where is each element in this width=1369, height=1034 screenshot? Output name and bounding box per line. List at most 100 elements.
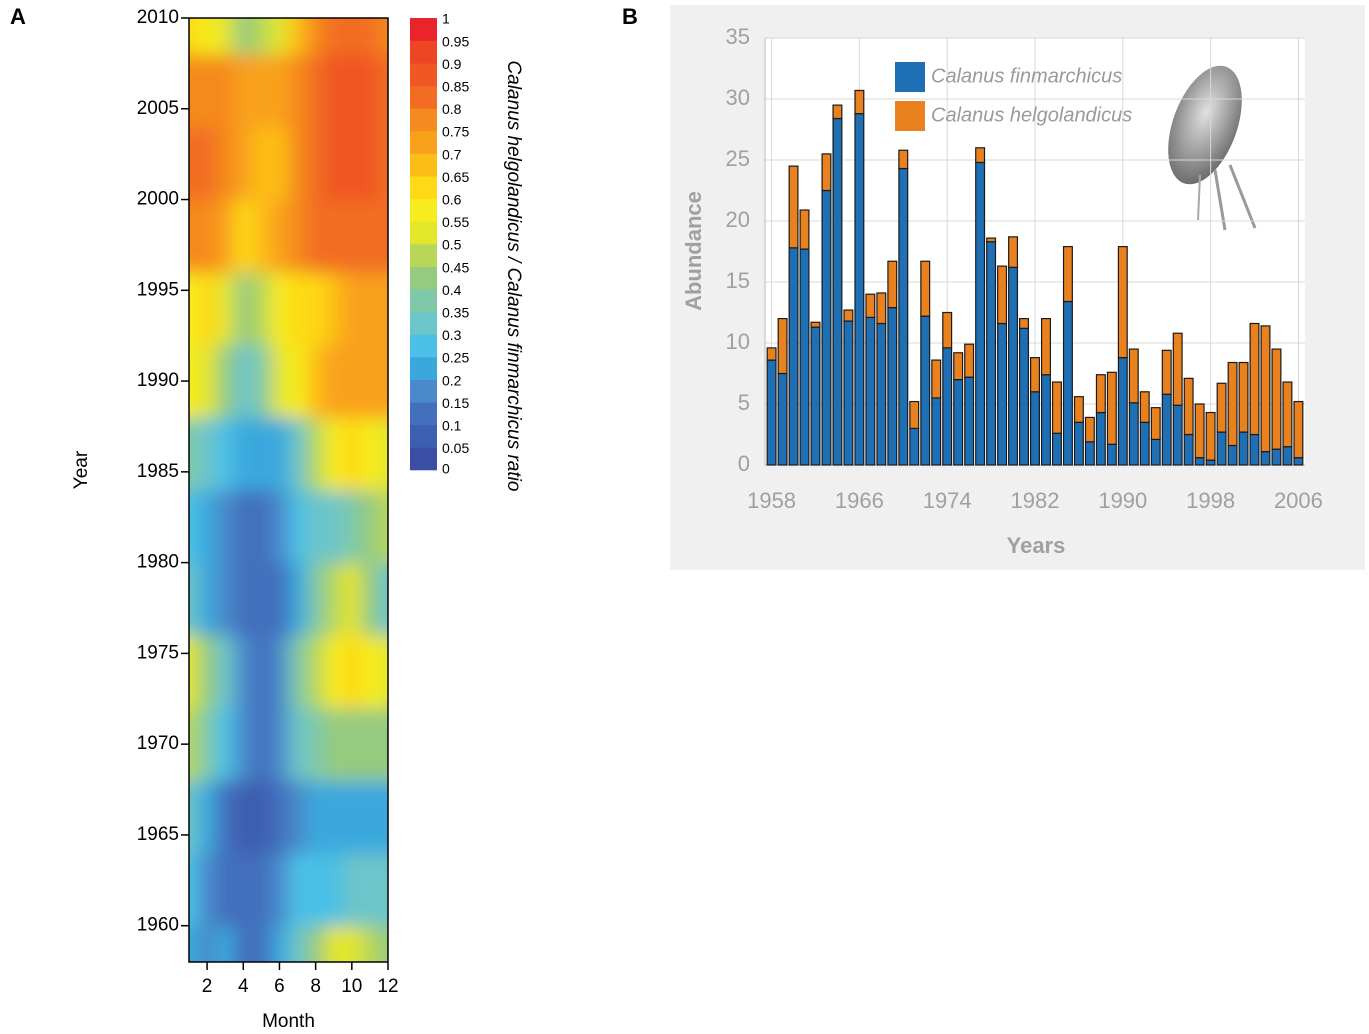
heatmap-cell — [360, 925, 380, 962]
heatmap-cell — [252, 490, 271, 564]
bar-segment — [1172, 404, 1183, 466]
heatmap-cell — [216, 562, 235, 636]
heatmap-cell — [306, 199, 326, 273]
heatmap-cell — [378, 853, 388, 927]
x-tick-label: 10 — [341, 976, 362, 997]
bar-segment — [843, 320, 854, 466]
heatmap-cell — [234, 54, 253, 128]
bar-segment — [1128, 402, 1139, 466]
heatmap-cell — [378, 707, 388, 781]
heatmap-cell — [306, 853, 326, 927]
bar-segment — [942, 347, 953, 466]
bar-segment — [1161, 393, 1172, 466]
bar-segment — [1030, 357, 1040, 393]
bar-segment — [1249, 322, 1260, 436]
heatmap-cell — [288, 490, 308, 564]
heatmap-cell — [324, 54, 344, 128]
heatmap-cell — [342, 853, 362, 927]
heatmap-cell — [198, 635, 217, 709]
bar-segment — [876, 322, 887, 466]
heatmap-cell — [198, 925, 217, 962]
colorbar-band — [410, 176, 437, 200]
heatmap-cell — [360, 54, 380, 128]
heatmap-cell — [189, 272, 199, 346]
bar-segment — [942, 311, 953, 349]
y-tick-label: 1965 — [137, 824, 179, 845]
heatmap-cell — [216, 490, 235, 564]
heatmap-cell — [324, 18, 344, 55]
heatmap-cell — [270, 126, 289, 201]
colorbar-tick-label: 0.7 — [442, 146, 462, 162]
bar-segment — [854, 113, 865, 466]
heatmap-cell — [378, 272, 388, 346]
colorbar-tick-label: 0.1 — [442, 418, 462, 434]
bar-segment — [898, 149, 909, 170]
heatmap-cell — [288, 199, 308, 273]
heatmap-cell — [342, 925, 362, 962]
bar-segment — [1095, 411, 1106, 466]
heatmap-cell — [288, 853, 308, 927]
bar-segment — [986, 237, 997, 243]
bar-segment — [898, 167, 909, 466]
heatmap-cell — [189, 199, 199, 273]
heatmap-cell — [189, 562, 199, 636]
heatmap-cell — [234, 344, 253, 418]
heatmap-cell — [216, 417, 235, 491]
heatmap-cell — [378, 417, 388, 491]
bar-segment — [810, 326, 821, 466]
colorbar-tick-label: 0.5 — [442, 237, 462, 253]
colorbar-tick-label: 0.4 — [442, 282, 462, 298]
x-tick-label: 12 — [377, 976, 398, 997]
heatmap-cell — [342, 780, 362, 854]
x-tick-label: 1958 — [747, 488, 796, 513]
bar-segment — [865, 293, 876, 318]
heatmap-cell — [216, 780, 235, 854]
heatmap-cell — [216, 199, 235, 273]
heatmap-cell — [270, 54, 289, 128]
bar-segment — [821, 153, 832, 192]
y-axis-label: Year — [71, 450, 92, 489]
colorbar-tick-label: 0.3 — [442, 327, 462, 343]
heatmap-cell — [288, 54, 308, 128]
x-tick-label: 2 — [202, 976, 213, 997]
heatmap-cell — [216, 925, 235, 962]
bar-segment — [953, 379, 964, 466]
x-tick-label: 1966 — [835, 488, 884, 513]
colorbar-tick-label: 0.95 — [442, 33, 469, 49]
bar-segment — [931, 397, 942, 466]
heatmap-cell — [234, 417, 253, 491]
heatmap-cell — [189, 417, 199, 491]
bar-segment — [1227, 361, 1238, 447]
heatmap-cell — [270, 635, 289, 709]
y-tick-label: 10 — [726, 329, 750, 354]
x-tick-label: 1974 — [923, 488, 972, 513]
bar-segment — [832, 104, 843, 120]
bar-segment — [1227, 444, 1238, 466]
bar-segment — [909, 427, 920, 466]
heatmap-cell — [270, 562, 289, 636]
bar-segment — [964, 376, 975, 466]
legend-label: Calanus finmarchicus — [931, 65, 1122, 87]
bar-segment — [1183, 377, 1194, 436]
y-tick-label: 15 — [726, 268, 750, 293]
heatmap-cell — [324, 562, 344, 636]
bar-segment — [1084, 441, 1095, 466]
bar-segment — [865, 316, 876, 466]
heatmap-cell — [378, 780, 388, 854]
heatmap-cell — [306, 925, 326, 962]
bar-segment — [1117, 246, 1128, 359]
colorbar-tick-label: 1 — [442, 11, 450, 27]
bar-segment — [1051, 432, 1062, 466]
bar-segment — [1282, 381, 1293, 448]
colorbar-tick-label: 0.85 — [442, 79, 469, 95]
heatmap-cell — [270, 417, 289, 491]
bar-segment — [975, 161, 986, 466]
heatmap-cell — [198, 707, 217, 781]
heatmap-cell — [252, 126, 271, 201]
bar-segment — [1008, 236, 1019, 268]
x-axis-label: Month — [262, 1011, 315, 1032]
heatmap-cell — [306, 490, 326, 564]
heatmap-cell — [288, 635, 308, 709]
y-tick-label: 35 — [726, 24, 750, 49]
colorbar-band — [410, 289, 437, 313]
